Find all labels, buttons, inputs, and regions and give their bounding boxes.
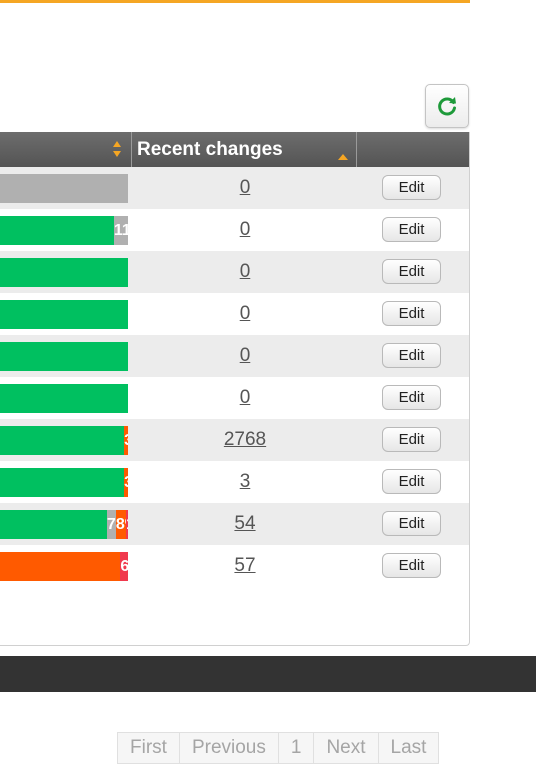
pagination-previous[interactable]: Previous [178,733,278,763]
status-segment-ok [0,510,107,539]
table-header: Recent changes [0,132,469,167]
sort-ascending-icon[interactable] [337,146,349,160]
pagination-next[interactable]: Next [313,733,378,763]
table-row: 0 Edit [0,167,469,209]
table-row: 6% 57 Edit [0,545,469,587]
edit-button[interactable]: Edit [382,217,441,242]
table-row: 0 Edit [0,377,469,419]
status-bar: 6% [0,552,128,581]
status-bar [0,384,128,413]
status-segment-ok [0,216,114,245]
edit-button[interactable]: Edit [382,175,441,200]
table-row: 7%8%1% 54 Edit [0,503,469,545]
recent-changes-link[interactable]: 0 [239,261,251,282]
status-segment-error: 6% [120,552,128,581]
status-bar: 3% [0,468,128,497]
status-segment-unknown [0,174,128,203]
status-segment-ok [0,384,128,413]
table-row: 3% 2768 Edit [0,419,469,461]
status-segment-ok [0,468,125,497]
edit-button[interactable]: Edit [382,427,441,452]
top-accent-rule [0,0,470,3]
status-bar: 7%8%1% [0,510,128,539]
recent-changes-link[interactable]: 2768 [223,429,267,450]
recent-changes-link[interactable]: 57 [234,555,256,576]
pagination: First Previous 1 Next Last [117,732,440,764]
pagination-last[interactable]: Last [377,733,439,763]
recent-changes-link[interactable]: 0 [239,387,251,408]
status-bar [0,342,128,371]
pagination-page-1[interactable]: 1 [277,733,314,763]
status-segment-ok [0,342,128,371]
status-segment-ok [0,300,128,329]
edit-button[interactable]: Edit [382,385,441,410]
refresh-button[interactable] [425,84,469,128]
status-segment-ok [0,258,128,287]
status-segment-ok [0,426,125,455]
sort-both-icon[interactable] [112,139,122,159]
table-body: 0 Edit 11% 0 Edit 0 Edit 0 Edit 0 Edit 0 Edit 3% 2768 E… [0,167,469,587]
table-row: 0 Edit [0,335,469,377]
header-divider [356,132,357,167]
status-bar: 11% [0,216,128,245]
recent-changes-link[interactable]: 0 [239,303,251,324]
status-bar [0,300,128,329]
edit-button[interactable]: Edit [382,301,441,326]
refresh-icon [438,97,456,116]
status-bar [0,174,128,203]
status-segment-error: 1% [126,510,128,539]
table-row: 0 Edit [0,293,469,335]
edit-button[interactable]: Edit [382,343,441,368]
recent-changes-link[interactable]: 54 [234,513,256,534]
recent-changes-link[interactable]: 0 [239,177,251,198]
pagination-first[interactable]: First [118,733,179,763]
edit-button[interactable]: Edit [382,259,441,284]
edit-button[interactable]: Edit [382,553,441,578]
recent-changes-link[interactable]: 0 [239,345,251,366]
table-row: 3% 3 Edit [0,461,469,503]
header-recent-changes[interactable]: Recent changes [137,139,283,160]
recent-changes-link[interactable]: 3 [239,471,251,492]
header-divider [131,132,132,167]
status-table: Recent changes 0Edit11%0Edit0Edit0Edit0E… [0,132,470,764]
status-segment-warning: 3% [124,426,128,455]
status-segment-warning: 8% [115,510,126,539]
status-segment-warning: 3% [124,468,128,497]
footer-bar [0,656,536,692]
status-segment-unknown: 11% [113,216,128,245]
recent-changes-link[interactable]: 0 [239,219,251,240]
table-row: 0 Edit [0,251,469,293]
status-segment-unknown: 7% [106,510,116,539]
table-row: 11% 0 Edit [0,209,469,251]
status-bar [0,258,128,287]
status-bar: 3% [0,426,128,455]
status-segment-warning [0,552,121,581]
edit-button[interactable]: Edit [382,469,441,494]
edit-button[interactable]: Edit [382,511,441,536]
